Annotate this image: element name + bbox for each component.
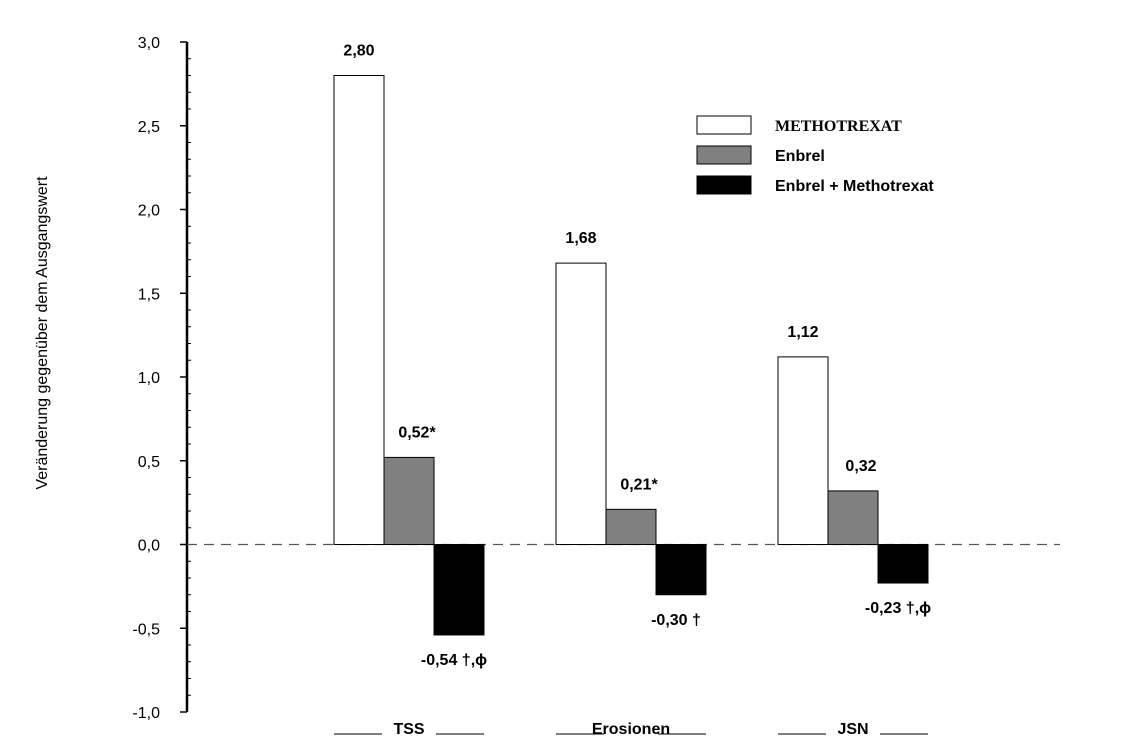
category-label: JSN	[837, 721, 868, 738]
legend: METHOTREXAT Enbrel Enbrel + Methotrexat	[696, 115, 934, 195]
y-axis-title: Veränderung gegenüber dem Ausgangswert	[34, 176, 51, 490]
y-tick-label: 3,0	[138, 35, 160, 52]
bar-methotrexat-tss	[333, 75, 385, 545]
data-label: 1,68	[565, 230, 596, 247]
y-tick-label: -0,5	[132, 621, 160, 638]
y-tick-label: 1,0	[138, 370, 160, 387]
category-label: Erosionen	[592, 721, 670, 738]
data-label: 0,52*	[398, 424, 436, 441]
bar-enbrel-methotrexat-tss	[433, 544, 485, 636]
y-tick-label: 2,0	[138, 203, 160, 220]
data-label: -0,23 †,ϕ	[865, 600, 931, 617]
bar-methotrexat-erosionen	[555, 262, 607, 545]
data-label: 0,32	[845, 458, 876, 475]
bar-enbrel-methotrexat-erosionen	[655, 544, 707, 596]
category-axis: TSS Erosionen JSN	[334, 721, 928, 738]
bar-methotrexat-jsn	[777, 356, 829, 545]
y-tick-label: 0,5	[138, 454, 160, 471]
category-label: TSS	[393, 721, 424, 738]
y-tick-label: -1,0	[132, 705, 160, 722]
data-labels: 2,80 1,68 1,12 0,52* 0,21* 0,32 -0,54 †,ϕ -0,30…	[343, 43, 931, 669]
bar-enbrel-jsn	[827, 490, 879, 545]
legend-label-enbrel-methotrexat: Enbrel + Methotrexat	[775, 178, 934, 195]
data-label: -0,54 †,ϕ	[421, 652, 487, 669]
legend-swatch-enbrel-methotrexat	[696, 175, 752, 195]
bar-enbrel-tss	[383, 456, 435, 545]
data-label: 2,80	[343, 43, 374, 60]
legend-label-methotrexat: METHOTREXAT	[775, 118, 902, 135]
y-tick-label: 2,5	[138, 119, 160, 136]
legend-swatch-enbrel	[696, 145, 752, 165]
bar-enbrel-methotrexat-jsn	[877, 544, 929, 584]
y-tick-label: 0,0	[138, 538, 160, 555]
data-label: 1,12	[787, 324, 818, 341]
y-axis: 3,0 2,5 2,0 1,5 1,0 0,5 0,0 -0,5 -1,0	[132, 35, 1060, 722]
data-label: 0,21*	[620, 476, 658, 493]
y-tick-label: 1,5	[138, 286, 160, 303]
legend-swatch-methotrexat	[696, 115, 752, 135]
bars	[333, 75, 929, 636]
data-label: -0,30 †	[651, 612, 701, 629]
legend-label-enbrel: Enbrel	[775, 148, 825, 165]
bar-enbrel-erosionen	[605, 508, 657, 546]
